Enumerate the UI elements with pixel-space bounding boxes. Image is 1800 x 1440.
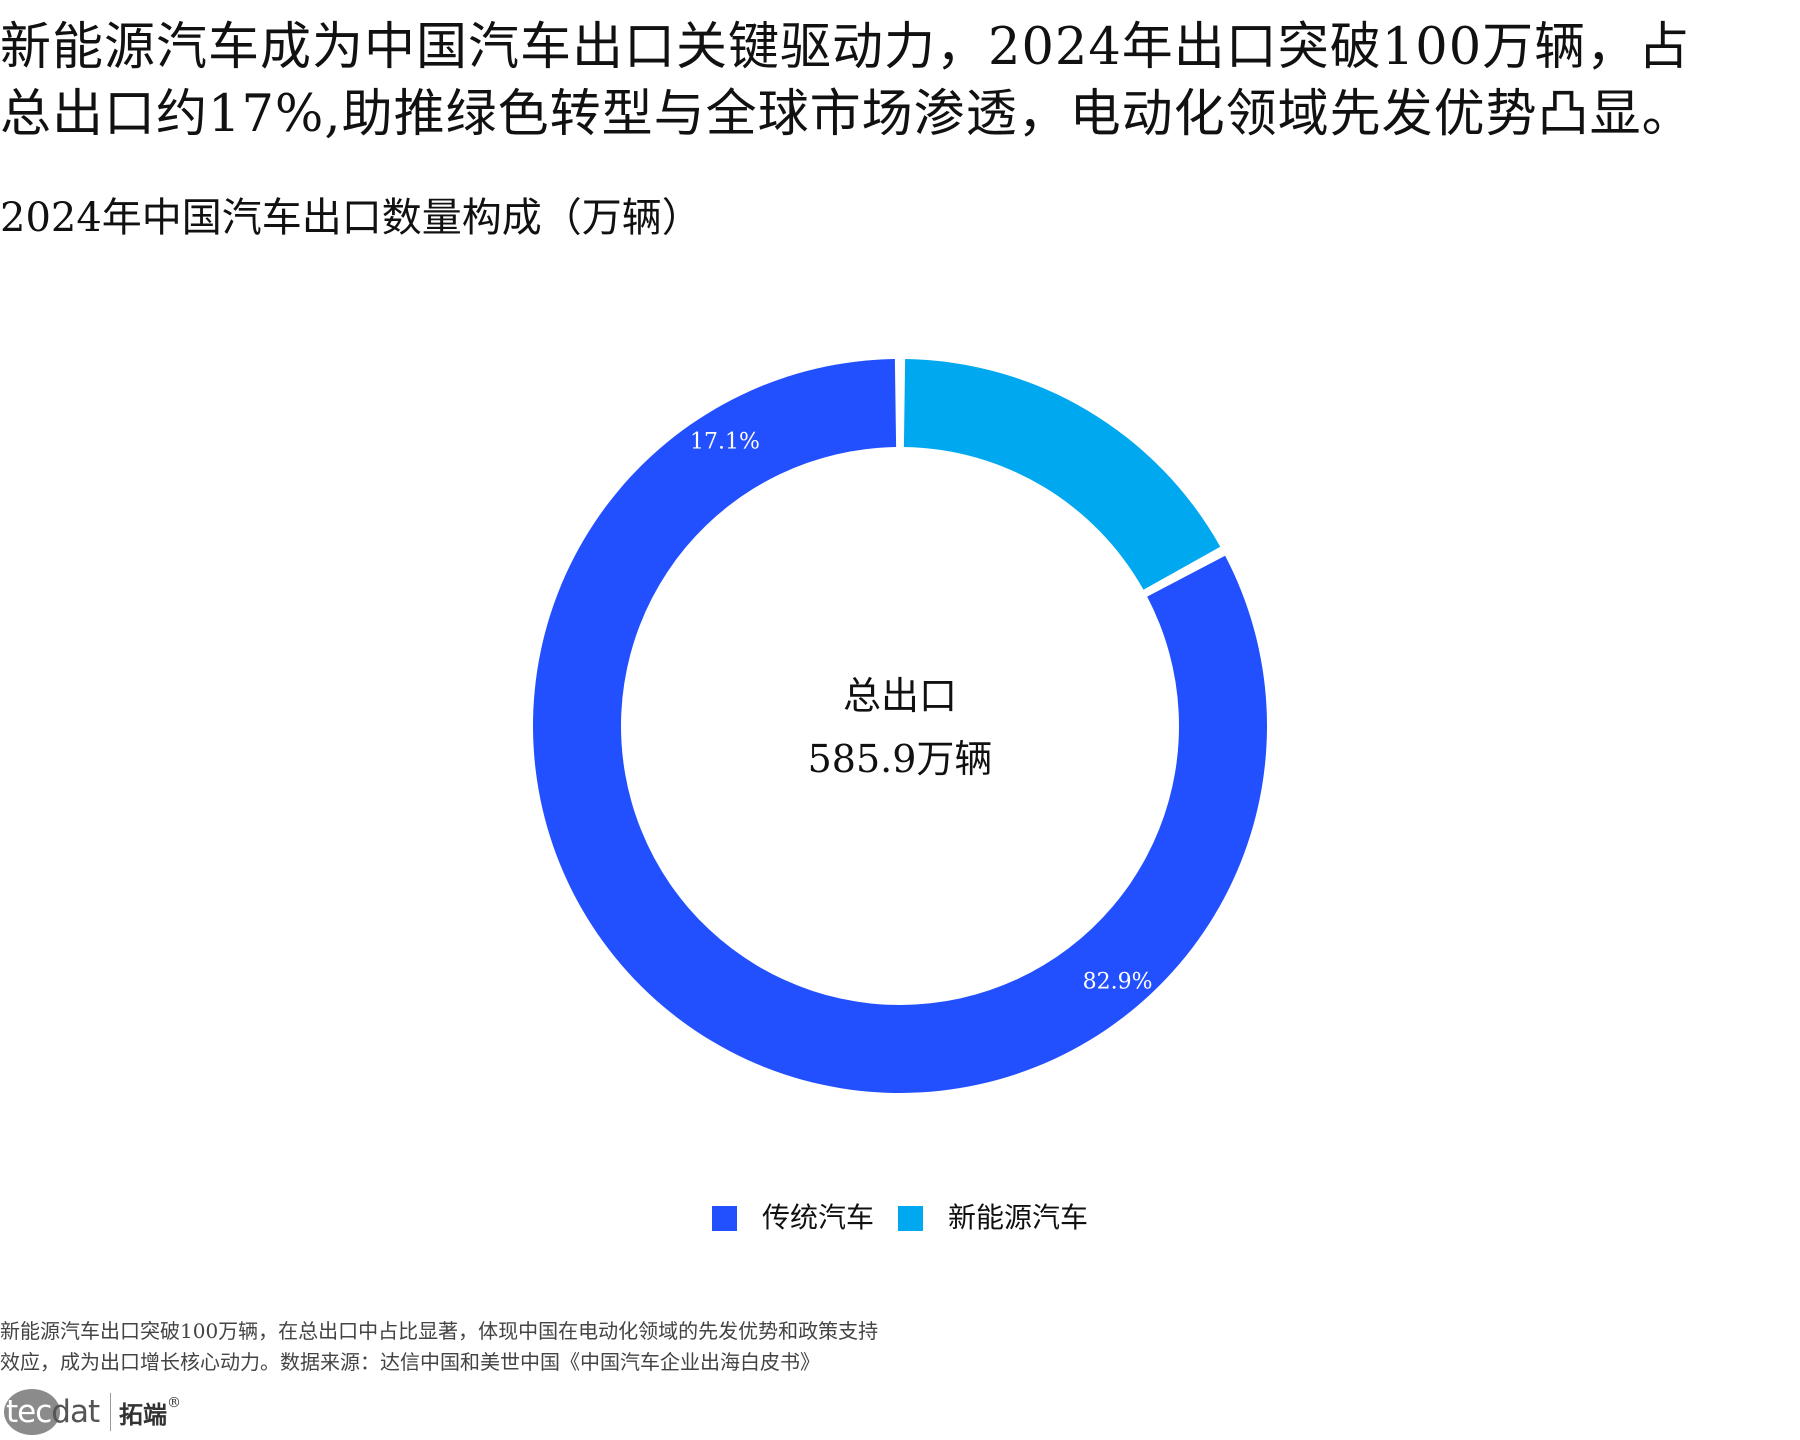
donut-slice-series-0: [903, 359, 1221, 590]
footnote: 新能源汽车出口突破100万辆，在总出口中占比显著，体现中国在电动化领域的先发优势…: [0, 1316, 1060, 1378]
slice-value-label-series-1: 82.9%: [1083, 970, 1153, 995]
logo-circle: [4, 1389, 60, 1435]
legend: 传统汽车 新能源汽车: [0, 1200, 1800, 1236]
legend-item-1: 新能源汽车: [898, 1200, 1088, 1236]
logo-divider: [110, 1393, 111, 1431]
headline-line-2: 总出口约17%,助推绿色转型与全球市场渗透，电动化领域先发优势凸显。: [0, 85, 1694, 144]
legend-swatch: [711, 1205, 737, 1231]
donut-slice-labels: 17.1% 82.9%: [690, 429, 1152, 994]
slice-value-label-series-0: 17.1%: [690, 429, 760, 454]
center-total-value: 585.9万辆: [808, 737, 993, 781]
center-total-label: 总出口: [843, 674, 957, 718]
brand-logo: tecdat 拓端 ®: [4, 1388, 181, 1436]
chart-title: 2024年中国汽车出口数量构成（万辆）: [0, 195, 702, 241]
legend-label: 新能源汽车: [948, 1201, 1089, 1234]
headline: 新能源汽车成为中国汽车出口关键驱动力，2024年出口突破100万辆，占 总出口约…: [0, 14, 1800, 148]
legend-label: 传统汽车: [761, 1201, 874, 1234]
logo-mark: tecdat: [4, 1388, 107, 1436]
logo-word-head: tec: [6, 1394, 52, 1430]
headline-line-1: 新能源汽车成为中国汽车出口关键驱动力，2024年出口突破100万辆，占: [0, 18, 1691, 77]
logo-registered-mark: ®: [167, 1395, 181, 1411]
logo-wordmark: tecdat: [6, 1393, 100, 1431]
legend-swatch: [898, 1205, 923, 1231]
footnote-line-2: 效应，成为出口增长核心动力。数据来源：达信中国和美世中国《中国汽车企业出海白皮书…: [0, 1350, 820, 1374]
logo-word-tail: dat: [51, 1394, 100, 1430]
footnote-line-1: 新能源汽车出口突破100万辆，在总出口中占比显著，体现中国在电动化领域的先发优势…: [0, 1319, 879, 1343]
logo-chinese-name: 拓端: [119, 1400, 167, 1429]
legend-item-0: 传统汽车: [711, 1200, 874, 1236]
donut-slices: [533, 359, 1267, 1093]
